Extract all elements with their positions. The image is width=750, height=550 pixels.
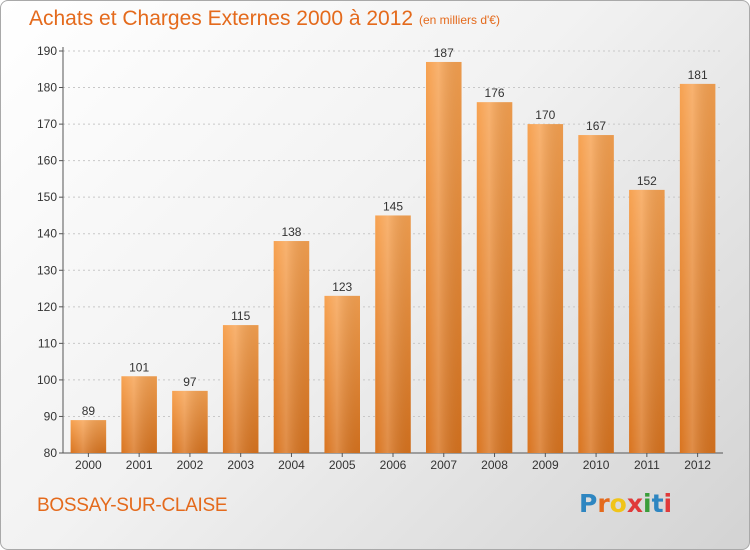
y-tick-label: 150	[37, 190, 57, 204]
logo-letter: i	[643, 489, 652, 518]
data-label: 115	[231, 309, 250, 323]
commune-name: BOSSAY-SUR-CLAISE	[37, 495, 228, 516]
bar-shine	[222, 325, 259, 453]
logo-letter: i	[663, 489, 673, 518]
x-tick-label: 2000	[75, 458, 102, 472]
y-tick-label: 130	[37, 263, 57, 277]
data-label: 89	[82, 404, 96, 418]
x-tick-label: 2008	[481, 458, 508, 472]
bar-shine	[324, 295, 360, 453]
data-label: 123	[332, 280, 352, 294]
x-tick-label: 2001	[126, 458, 153, 472]
data-label: 181	[688, 68, 708, 82]
logo-letter: r	[597, 489, 610, 518]
x-tick-label: 2010	[583, 458, 610, 472]
data-label: 170	[535, 108, 555, 122]
x-tick-label: 2011	[634, 458, 660, 472]
logo-letter: o	[609, 489, 627, 518]
y-tick-label: 190	[37, 44, 57, 58]
bar-shine	[70, 420, 107, 453]
bar-shine	[476, 102, 513, 453]
y-tick-label: 180	[37, 81, 57, 95]
data-label: 138	[281, 225, 301, 239]
bar-shine	[527, 124, 564, 453]
proxiti-logo: Proxiti	[579, 489, 672, 518]
x-tick-label: 2002	[177, 458, 204, 472]
y-tick-label: 100	[37, 373, 57, 387]
x-tick-label: 2006	[380, 458, 407, 472]
bar-shine	[273, 241, 310, 453]
x-tick-label: 2004	[278, 458, 305, 472]
logo-letter: t	[651, 489, 664, 518]
chart-title: Achats et Charges Externes 2000 à 2012	[29, 7, 414, 30]
x-tick-label: 2009	[532, 458, 559, 472]
y-tick-label: 140	[37, 227, 57, 241]
x-tick-label: 2007	[430, 458, 457, 472]
y-tick-label: 120	[37, 300, 57, 314]
data-label: 101	[129, 360, 149, 374]
logo-letter: x	[626, 489, 643, 518]
data-label: 97	[183, 375, 197, 389]
bar-shine	[679, 83, 716, 454]
data-label: 176	[485, 86, 505, 100]
data-label: 152	[637, 174, 657, 188]
data-label: 167	[586, 119, 606, 133]
y-tick-label: 110	[38, 336, 57, 350]
data-label: 145	[383, 199, 403, 213]
bar-shine	[426, 61, 462, 454]
y-tick-label: 80	[44, 446, 58, 460]
y-tick-label: 160	[37, 154, 57, 168]
y-tick-label: 90	[44, 409, 58, 423]
bar-shine	[121, 376, 157, 453]
x-tick-label: 2003	[227, 458, 254, 472]
bar-shine	[375, 215, 411, 453]
labels: 80 90 100 110 120 130 140 150 160 170 180 190 2000 89…	[37, 44, 711, 472]
data-label: 187	[434, 46, 454, 60]
logo-letter: P	[579, 489, 598, 518]
chart-unit: (en milliers d'€)	[419, 13, 500, 27]
x-tick-label: 2005	[329, 458, 356, 472]
y-tick-label: 170	[37, 117, 57, 131]
bar-shine	[578, 135, 614, 453]
x-tick-label: 2012	[684, 458, 711, 472]
bar-shine	[629, 189, 665, 453]
bar-shine	[172, 390, 208, 453]
bars	[70, 61, 716, 454]
